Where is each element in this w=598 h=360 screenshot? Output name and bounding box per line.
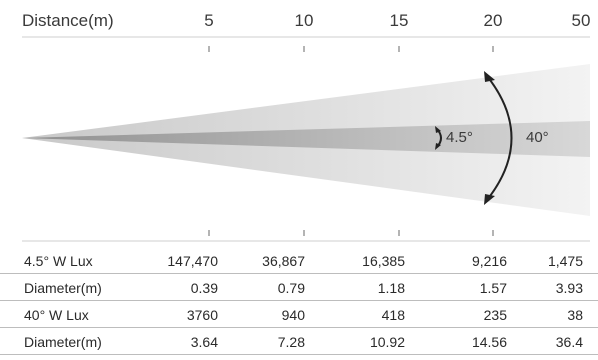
row-label: Diameter(m) (24, 334, 102, 350)
table-row: 4.5° W Lux 147,470 36,867 16,385 9,216 1… (0, 250, 598, 274)
table-cell: 0.39 (190, 280, 218, 296)
table-cell: 9,216 (471, 253, 507, 269)
row-label: 4.5° W Lux (24, 253, 93, 269)
distance-label-5: 5 (204, 11, 214, 30)
distance-label-10: 10 (294, 11, 314, 30)
distance-label-20: 20 (483, 11, 503, 30)
table-row: 40° W Lux 3760 940 418 235 38 (0, 304, 598, 328)
table-cell: 0.79 (277, 280, 305, 296)
wide-angle-arc (486, 75, 513, 201)
table-cell: 36,867 (262, 253, 305, 269)
narrow-angle-label: 4.5° (446, 129, 473, 146)
distance-header-label: Distance(m) (22, 11, 114, 30)
table-row: Diameter(m) 0.39 0.79 1.18 1.57 3.93 (0, 277, 598, 301)
distance-label-50: 50 (571, 11, 591, 30)
narrow-beam-cone (22, 121, 590, 157)
table-cell: 3.93 (555, 280, 583, 296)
table-cell: 36.4 (555, 334, 583, 350)
table-cell: 1,475 (547, 253, 583, 269)
table-cell: 38 (567, 307, 583, 323)
narrow-angle-arrowhead-bottom (435, 143, 441, 150)
table-cell: 940 (281, 307, 305, 323)
table-cell: 418 (381, 307, 405, 323)
row-label: 40° W Lux (24, 307, 89, 323)
wide-angle-arrowhead-bottom (484, 194, 495, 205)
table-cell: 14.56 (471, 334, 507, 350)
table-cell: 7.28 (277, 334, 305, 350)
table-cell: 1.18 (377, 280, 405, 296)
table-cell: 3.64 (190, 334, 218, 350)
narrow-angle-arrowhead-top (435, 126, 441, 133)
table-cell: 1.57 (479, 280, 507, 296)
table-cell: 3760 (186, 307, 218, 323)
wide-angle-arrowhead-top (484, 71, 495, 82)
table-cell: 147,470 (167, 253, 218, 269)
wide-angle-label: 40° (526, 129, 549, 146)
table-cell: 10.92 (369, 334, 405, 350)
table-cell: 235 (483, 307, 507, 323)
table-row: Diameter(m) 3.64 7.28 10.92 14.56 36.4 (0, 331, 598, 355)
row-label: Diameter(m) (24, 280, 102, 296)
table-cell: 16,385 (362, 253, 405, 269)
distance-label-15: 15 (389, 11, 409, 30)
